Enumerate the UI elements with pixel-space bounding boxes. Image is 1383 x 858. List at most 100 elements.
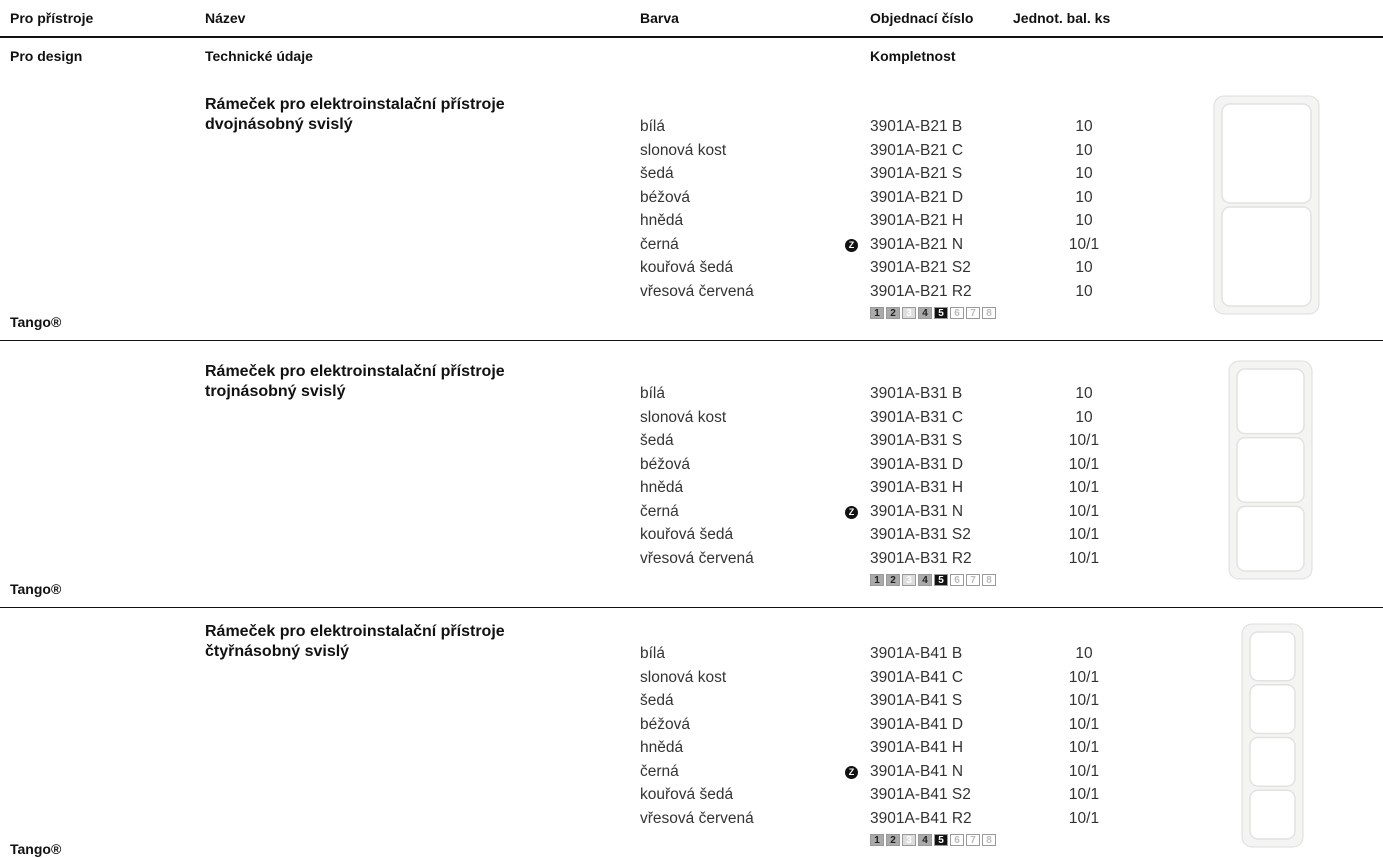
color-name: černá bbox=[640, 235, 679, 253]
pack-qty: 10 bbox=[1075, 188, 1093, 206]
completeness-box: 4 bbox=[918, 574, 932, 586]
badge: Z bbox=[845, 238, 858, 252]
col-header: Barva bbox=[640, 10, 679, 26]
badge: Z bbox=[845, 765, 858, 779]
order-code: 3901A-B41 C bbox=[870, 668, 964, 686]
color-name: šedá bbox=[640, 432, 674, 449]
completeness-box: 6 bbox=[950, 574, 964, 586]
color-name: vřesová červená bbox=[640, 549, 754, 567]
order-code: 3901A-B31 B bbox=[870, 385, 963, 402]
order-code: 3901A-B21 D bbox=[870, 188, 964, 206]
pack-qty: 10 bbox=[1075, 282, 1093, 300]
pack-qty: 10/1 bbox=[1068, 762, 1100, 780]
color-name: šedá bbox=[640, 165, 674, 182]
order-code: 3901A-B21 S bbox=[870, 165, 963, 182]
completeness-box: 5 bbox=[934, 307, 948, 319]
pack-qty: 10 bbox=[1075, 212, 1093, 229]
color-name: slonová kost bbox=[640, 141, 727, 159]
color-name: slonová kost bbox=[640, 408, 727, 426]
color-name: béžová bbox=[640, 715, 690, 733]
order-code: 3901A-B41 H bbox=[870, 739, 964, 756]
section-title: Rámeček pro elektroinstalační přístroje bbox=[205, 96, 505, 113]
order-code: 3901A-B41 S bbox=[870, 692, 963, 709]
col-header: Jednot. bal. ks bbox=[1013, 10, 1111, 26]
completeness-box: 7 bbox=[966, 574, 980, 586]
color-name: slonová kost bbox=[640, 668, 727, 686]
product-image bbox=[1228, 360, 1313, 580]
order-code: 3901A-B21 N bbox=[870, 235, 964, 253]
product-image bbox=[1213, 95, 1320, 315]
color-name: bílá bbox=[640, 645, 665, 662]
completeness-box: 7 bbox=[966, 834, 980, 846]
order-code: 3901A-B21 C bbox=[870, 141, 964, 159]
section-title: Rámeček pro elektroinstalační přístroje bbox=[205, 363, 505, 380]
order-code: 3901A-B31 S2 bbox=[870, 526, 971, 543]
color-name: hnědá bbox=[640, 739, 684, 756]
completeness-box: 2 bbox=[886, 834, 900, 846]
order-code: 3901A-B31 D bbox=[870, 455, 964, 473]
order-code: 3901A-B41 R2 bbox=[870, 809, 972, 827]
color-name: šedá bbox=[640, 692, 674, 709]
section-rule bbox=[0, 340, 1383, 341]
badge: Z bbox=[845, 505, 858, 519]
subheader: Pro design bbox=[10, 48, 83, 64]
order-code: 3901A-B21 H bbox=[870, 212, 964, 229]
section-title: Rámeček pro elektroinstalační přístroje bbox=[205, 623, 505, 640]
completeness-box: 1 bbox=[870, 834, 884, 846]
color-name: černá bbox=[640, 762, 679, 780]
order-code: 3901A-B41 S2 bbox=[870, 786, 971, 803]
completeness-box: 1 bbox=[870, 307, 884, 319]
order-code: 3901A-B21 B bbox=[870, 118, 963, 135]
brand: Tango® bbox=[10, 841, 62, 857]
pack-qty: 10 bbox=[1075, 385, 1093, 402]
subheader: Technické údaje bbox=[205, 48, 313, 64]
section-subtitle: čtyřnásobný svislý bbox=[205, 643, 350, 660]
completeness-box: 3 bbox=[902, 834, 916, 846]
completeness-box: 8 bbox=[982, 574, 996, 586]
color-name: hnědá bbox=[640, 212, 684, 229]
pack-qty: 10/1 bbox=[1068, 455, 1100, 473]
color-name: bílá bbox=[640, 118, 665, 135]
pack-qty: 10 bbox=[1075, 259, 1093, 276]
completeness-box: 2 bbox=[886, 574, 900, 586]
pack-qty: 10/1 bbox=[1068, 786, 1100, 803]
order-code: 3901A-B31 R2 bbox=[870, 549, 972, 567]
order-code: 3901A-B41 D bbox=[870, 715, 964, 733]
completeness-box: 4 bbox=[918, 834, 932, 846]
pack-qty: 10/1 bbox=[1068, 479, 1100, 496]
pack-qty: 10/1 bbox=[1068, 668, 1100, 686]
order-code: 3901A-B31 H bbox=[870, 479, 964, 496]
header-rule bbox=[0, 36, 1383, 38]
completeness-box: 3 bbox=[902, 574, 916, 586]
completeness-box: 4 bbox=[918, 307, 932, 319]
section-subtitle: trojnásobný svislý bbox=[205, 383, 346, 400]
product-image bbox=[1241, 623, 1304, 848]
col-header: Pro přístroje bbox=[10, 10, 94, 26]
order-code: 3901A-B31 N bbox=[870, 502, 964, 520]
completeness-box: 7 bbox=[966, 307, 980, 319]
pack-qty: 10/1 bbox=[1068, 432, 1100, 449]
order-code: 3901A-B31 S bbox=[870, 432, 963, 449]
pack-qty: 10/1 bbox=[1068, 692, 1100, 709]
section-subtitle: dvojnásobný svislý bbox=[205, 116, 353, 133]
col-header: Objednací číslo bbox=[870, 10, 974, 26]
col-header: Název bbox=[205, 10, 246, 26]
color-name: černá bbox=[640, 502, 679, 520]
pack-qty: 10/1 bbox=[1068, 526, 1100, 543]
color-name: kouřová šedá bbox=[640, 786, 734, 803]
pack-qty: 10/1 bbox=[1068, 235, 1100, 253]
color-name: vřesová červená bbox=[640, 282, 754, 300]
pack-qty: 10/1 bbox=[1068, 549, 1100, 567]
pack-qty: 10/1 bbox=[1068, 739, 1100, 756]
completeness-box: 8 bbox=[982, 307, 996, 319]
subheader: Kompletnost bbox=[870, 48, 956, 64]
color-name: vřesová červená bbox=[640, 809, 754, 827]
color-name: kouřová šedá bbox=[640, 526, 734, 543]
pack-qty: 10 bbox=[1075, 118, 1093, 135]
color-name: béžová bbox=[640, 455, 690, 473]
pack-qty: 10/1 bbox=[1068, 809, 1100, 827]
completeness-box: 5 bbox=[934, 574, 948, 586]
section-rule bbox=[0, 607, 1383, 608]
brand: Tango® bbox=[10, 314, 62, 330]
